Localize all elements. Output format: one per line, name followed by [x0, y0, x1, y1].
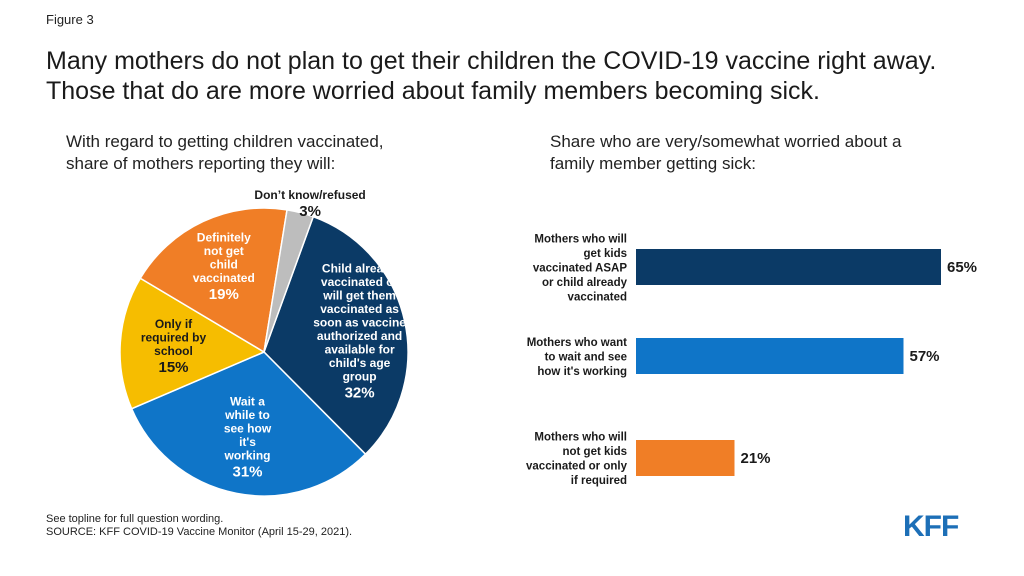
pie-slice-label: Wait a while to see how it's working — [223, 395, 271, 463]
pie-slice-label: Child already vaccinated or will get them v… — [313, 262, 406, 384]
pie-slice — [139, 207, 288, 354]
pie-subtitle-line-2: share of mothers reporting they will: — [66, 154, 336, 173]
pie-slice-value: 19% — [209, 286, 239, 303]
bar-value-label: 57% — [910, 348, 940, 365]
bar-subtitle: Share who are very/somewhat worried abou… — [550, 131, 902, 175]
pie-slice — [263, 215, 409, 456]
bar — [636, 249, 941, 285]
pie-slice-label: Definitely not get child vaccinated — [193, 230, 255, 285]
bar — [636, 440, 735, 476]
bar-value-label: 65% — [947, 259, 977, 276]
pie-slice — [130, 351, 367, 497]
footnote: See topline for full question wording. S… — [46, 513, 352, 539]
footnote-line-1: See topline for full question wording. — [46, 513, 224, 525]
bar-subtitle-line-1: Share who are very/somewhat worried abou… — [550, 132, 902, 151]
pie-slice — [263, 208, 315, 353]
pie-slice — [119, 277, 266, 410]
footnote-line-2: SOURCE: KFF COVID-19 Vaccine Monitor (Ap… — [46, 526, 353, 538]
pie-subtitle: With regard to getting children vaccinat… — [66, 131, 384, 175]
bar-category-label: Mothers who will get kids vaccinated ASAP o… — [533, 233, 628, 303]
bar-subtitle-line-2: family member getting sick: — [550, 154, 756, 173]
headline-line-1: Many mothers do not plan to get their ch… — [46, 47, 937, 75]
pie-slice-value: 32% — [345, 385, 375, 402]
pie-subtitle-line-1: With regard to getting children vaccinat… — [66, 132, 384, 151]
bar-category-label: Mothers who will not get kids vaccinated o… — [526, 432, 628, 488]
kff-logo: KFF — [903, 510, 959, 543]
bar — [636, 338, 904, 374]
pie-slice-value: 15% — [158, 359, 188, 376]
chart-headline: Many mothers do not plan to get their ch… — [46, 46, 1006, 106]
pie-slice-value: 3% — [299, 203, 321, 220]
pie-slice-label: Don’t know/refused — [254, 188, 365, 202]
pie-slice-label: Only if required by school — [141, 317, 207, 358]
figure-label: Figure 3 — [46, 12, 94, 27]
headline-line-2: Those that do are more worried about fam… — [46, 77, 820, 105]
bar-value-label: 21% — [741, 450, 771, 467]
pie-slice-value: 31% — [232, 464, 262, 481]
bar-category-label: Mothers who want to wait and see how it's … — [527, 337, 627, 378]
